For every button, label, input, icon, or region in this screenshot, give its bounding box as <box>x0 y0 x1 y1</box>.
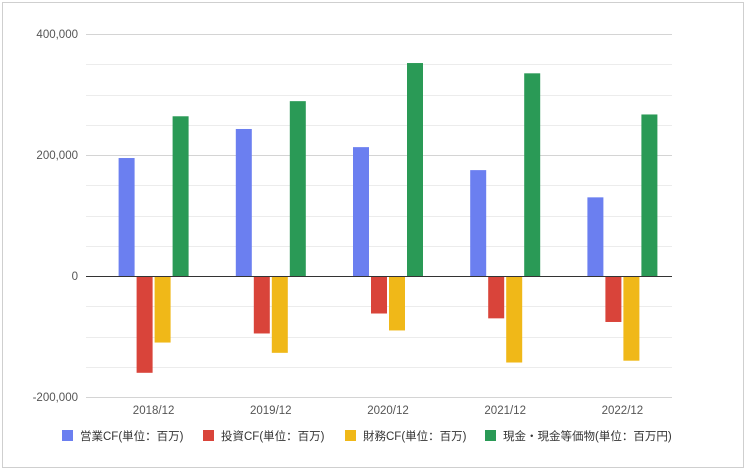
bar-2019/12-s1 <box>253 276 270 334</box>
bar-2018/12-s1 <box>136 276 153 373</box>
x-tick-label: 2018/12 <box>133 405 175 417</box>
x-tick-label: 2021/12 <box>484 405 526 417</box>
legend-label: 現金・現金等価物(単位：百万円) <box>503 429 672 443</box>
y-tick-label: 200,000 <box>36 150 78 162</box>
bar-2020/12-s1 <box>371 276 387 314</box>
y-tick-label: 0 <box>72 271 78 283</box>
bar-2022/12-s0 <box>587 197 604 276</box>
legend-item[interactable]: 投資CF(単位：百万) <box>203 429 325 443</box>
legend-swatch <box>485 430 496 441</box>
bar-2022/12-s1 <box>605 276 622 322</box>
bar-2021/12-s3 <box>524 73 541 276</box>
bar-2020/12-s2 <box>389 276 405 331</box>
legend-label: 営業CF(単位：百万) <box>80 429 184 443</box>
bar-2019/12-s2 <box>271 276 288 353</box>
bar-2019/12-s0 <box>235 128 252 276</box>
legend-item[interactable]: 現金・現金等価物(単位：百万円) <box>485 429 672 443</box>
bar-2022/12-s3 <box>641 114 658 276</box>
y-tick-label: -200,000 <box>33 392 78 404</box>
y-axis-ticks: -200,000 0 200,000 400,000 <box>33 29 78 404</box>
bar-2022/12-s2 <box>623 276 640 361</box>
legend-swatch <box>62 430 73 441</box>
bar-2020/12-s3 <box>407 63 423 276</box>
bar-2018/12-s3 <box>172 116 189 276</box>
bar-2021/12-s2 <box>506 276 523 363</box>
legend-item[interactable]: 財務CF(単位：百万) <box>345 429 467 443</box>
y-tick-label: 400,000 <box>36 29 78 41</box>
legend: 営業CF(単位：百万) 投資CF(単位：百万) 財務CF(単位：百万) 現金・現金等価… <box>62 429 672 443</box>
legend-swatch <box>203 430 214 441</box>
legend-label: 財務CF(単位：百万) <box>363 429 467 443</box>
bar-2019/12-s3 <box>289 101 306 276</box>
legend-label: 投資CF(単位：百万) <box>221 429 325 443</box>
legend-item[interactable]: 営業CF(単位：百万) <box>62 429 184 443</box>
bars <box>118 63 658 373</box>
x-tick-label: 2022/12 <box>602 405 644 417</box>
legend-swatch <box>345 430 356 441</box>
bar-2018/12-s2 <box>154 276 171 343</box>
x-tick-label: 2019/12 <box>250 405 292 417</box>
x-axis-ticks: 2018/12 2019/12 2020/12 2021/12 2022/12 <box>133 405 643 417</box>
bar-2021/12-s1 <box>488 276 505 319</box>
bar-2021/12-s0 <box>470 170 487 276</box>
x-tick-label: 2020/12 <box>367 405 409 417</box>
bar-2020/12-s0 <box>353 147 369 276</box>
bar-2018/12-s0 <box>118 158 135 276</box>
